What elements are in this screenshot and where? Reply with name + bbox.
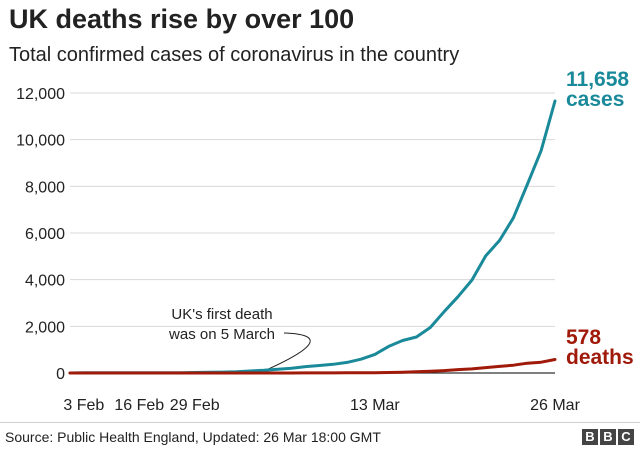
line-chart: 0 2,000 4,000 6,000 8,000 10,000 12,000 3 Feb 1… — [16, 68, 634, 414]
gridlines — [70, 92, 555, 374]
y-tick-label-3: 6,000 — [25, 226, 65, 243]
cases-end-value: 11,658 — [566, 68, 629, 91]
x-tick-label-3: 13 Mar — [350, 397, 400, 414]
cases-end-label: cases — [566, 88, 624, 111]
x-tick-labels: 3 Feb 16 Feb 29 Feb 13 Mar 26 Mar — [63, 397, 580, 414]
chart-title: UK deaths rise by over 100 — [9, 4, 355, 34]
deaths-end-value: 578 — [566, 326, 601, 349]
chart-subtitle: Total confirmed cases of coronavirus in … — [9, 44, 460, 66]
y-tick-label-5: 10,000 — [16, 133, 65, 150]
deaths-end-label: deaths — [566, 346, 634, 369]
y-tick-label-4: 8,000 — [25, 179, 65, 196]
series-lines — [68, 99, 557, 375]
x-tick-label-4: 26 Mar — [530, 397, 580, 414]
x-tick-label-2: 29 Feb — [170, 397, 220, 414]
annotation-line-1: UK's first death — [171, 306, 272, 323]
y-tick-label-0: 0 — [56, 366, 65, 383]
annotation-arrow — [263, 332, 311, 372]
y-tick-labels: 0 2,000 4,000 6,000 8,000 10,000 12,000 — [16, 86, 65, 383]
x-tick-label-0: 3 Feb — [63, 397, 104, 414]
bbc-logo-letter-3: C — [618, 429, 634, 445]
series-line-cases — [68, 99, 557, 375]
footer: Source: Public Health England, Updated: … — [0, 422, 640, 450]
annotation-group: UK's first death was on 5 March — [168, 306, 311, 374]
x-tick-label-1: 16 Feb — [114, 397, 164, 414]
bbc-logo-letter-2: B — [600, 429, 616, 445]
series-line-deaths — [68, 358, 557, 375]
y-tick-label-6: 12,000 — [16, 86, 65, 103]
bbc-logo-letter-1: B — [582, 429, 598, 445]
annotation-line-2: was on 5 March — [168, 326, 275, 343]
y-tick-label-2: 4,000 — [25, 273, 65, 290]
source-text: Source: Public Health England, Updated: … — [5, 429, 381, 445]
y-tick-label-1: 2,000 — [25, 319, 65, 336]
end-labels: 11,658 cases 578 deaths — [566, 68, 634, 369]
bbc-logo: B B C — [582, 429, 634, 445]
